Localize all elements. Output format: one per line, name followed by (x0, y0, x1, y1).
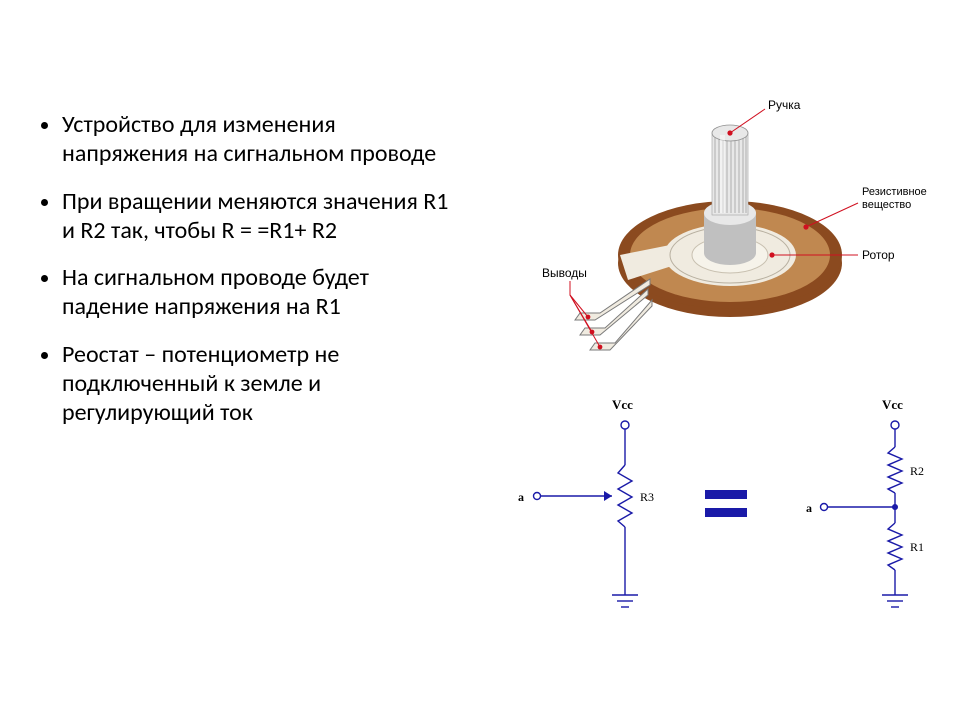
shaft (704, 125, 756, 265)
bullet-item: На сигнальном проводе будет падение напр… (62, 263, 460, 322)
bullet-item: Реостат – потенциометр не подключенный к… (62, 340, 460, 428)
label-rotor: Ротор (862, 248, 895, 262)
equals-sign (705, 490, 747, 517)
label-vcc-left: Vcc (612, 397, 633, 412)
label-handle: Ручка (768, 98, 801, 112)
bullet-item: Устройство для изменения напряжения на с… (62, 110, 460, 169)
label-resistive-line2: вещество (862, 199, 911, 211)
label-a-right: a (806, 501, 812, 515)
label-a-left: a (518, 490, 524, 504)
bullet-list: Устройство для изменения напряжения на с… (40, 110, 460, 445)
schematic-left: Vcc (518, 397, 654, 607)
label-leads: Выводы (542, 266, 587, 280)
label-resistive-line1: Резистивное (862, 186, 927, 198)
label-r1: R1 (910, 540, 924, 554)
schematic: Vcc (518, 397, 924, 607)
potentiometer-3d: Ручка Резистивное вещество Ротор Выводы (542, 98, 927, 350)
label-vcc-right: Vcc (882, 397, 903, 412)
label-r2: R2 (910, 464, 924, 478)
schematic-right: Vcc R2 a (806, 397, 924, 607)
diagram-area: Ручка Резистивное вещество Ротор Выводы … (480, 95, 940, 655)
bullet-item: При вращении меняются значения R1 и R2 т… (62, 187, 460, 246)
label-r3: R3 (640, 490, 654, 504)
